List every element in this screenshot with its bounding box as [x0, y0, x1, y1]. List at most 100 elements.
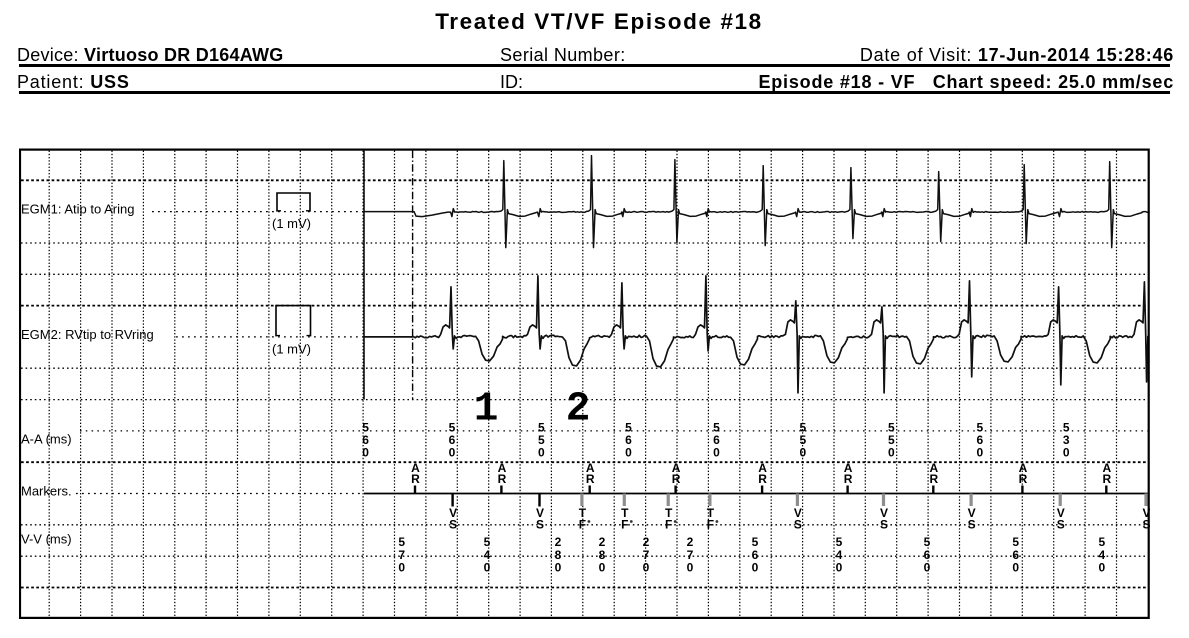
svg-text:6: 6	[449, 433, 456, 447]
svg-text:0: 0	[752, 560, 759, 574]
svg-text:5: 5	[1012, 535, 1019, 549]
svg-text:0: 0	[1012, 560, 1019, 574]
svg-text:S: S	[968, 518, 976, 532]
svg-text:S: S	[880, 518, 888, 532]
svg-text:0: 0	[362, 446, 369, 460]
svg-text:A: A	[844, 461, 853, 475]
svg-text:0: 0	[836, 560, 843, 574]
svg-text:5: 5	[752, 535, 759, 549]
svg-text:4: 4	[1098, 548, 1105, 562]
svg-text:0: 0	[449, 446, 456, 460]
svg-text:R: R	[758, 472, 767, 486]
svg-text:5: 5	[538, 421, 545, 435]
svg-text:2: 2	[599, 535, 606, 549]
svg-text:0: 0	[800, 446, 807, 460]
svg-text:A: A	[672, 461, 681, 475]
svg-text:0: 0	[625, 446, 632, 460]
svg-text:5: 5	[713, 421, 720, 435]
svg-text:A: A	[929, 461, 938, 475]
svg-text:0: 0	[484, 560, 491, 574]
svg-text:3: 3	[1063, 433, 1070, 447]
svg-text:F: F	[707, 518, 714, 532]
svg-text:0: 0	[599, 560, 606, 574]
svg-text:Markers.: Markers.	[21, 483, 72, 498]
svg-text:A: A	[586, 461, 595, 475]
svg-text:R: R	[929, 472, 938, 486]
svg-text:6: 6	[625, 433, 632, 447]
svg-text:6: 6	[752, 548, 759, 562]
svg-text:5: 5	[800, 433, 807, 447]
svg-text:0: 0	[713, 446, 720, 460]
svg-text:(1 mV): (1 mV)	[272, 342, 311, 357]
svg-text:0: 0	[888, 446, 895, 460]
svg-text:0: 0	[555, 560, 562, 574]
svg-text:4: 4	[836, 548, 843, 562]
svg-text:2: 2	[566, 387, 591, 433]
svg-text:5: 5	[1098, 535, 1105, 549]
svg-text:5: 5	[625, 421, 632, 435]
svg-text:S: S	[1057, 518, 1065, 532]
svg-text:2: 2	[643, 535, 650, 549]
svg-text:0: 0	[687, 560, 694, 574]
svg-text:R: R	[411, 472, 420, 486]
svg-text:EGM2: RVtip to RVring: EGM2: RVtip to RVring	[21, 327, 154, 342]
svg-text:6: 6	[924, 548, 931, 562]
svg-text:A: A	[1019, 461, 1028, 475]
svg-text:5: 5	[449, 421, 456, 435]
svg-text:R: R	[1102, 472, 1111, 486]
svg-text:EGM1: Atip to Aring: EGM1: Atip to Aring	[21, 202, 134, 217]
svg-text:F: F	[665, 518, 672, 532]
svg-text:T: T	[707, 506, 715, 520]
svg-text:8: 8	[555, 548, 562, 562]
svg-text:A: A	[1102, 461, 1111, 475]
svg-text:5: 5	[800, 421, 807, 435]
svg-text:6: 6	[1012, 548, 1019, 562]
svg-text:7: 7	[643, 548, 650, 562]
svg-text:6: 6	[362, 433, 369, 447]
svg-text:V: V	[1057, 506, 1065, 520]
svg-text:5: 5	[888, 421, 895, 435]
svg-text:R: R	[844, 472, 853, 486]
svg-text:S: S	[536, 518, 544, 532]
svg-text:R: R	[498, 472, 507, 486]
svg-text:5: 5	[484, 535, 491, 549]
svg-text:1: 1	[474, 387, 499, 433]
svg-text:5: 5	[398, 535, 405, 549]
svg-text:V: V	[1142, 506, 1150, 520]
svg-text:2: 2	[687, 535, 694, 549]
svg-text:5: 5	[538, 433, 545, 447]
svg-text:V: V	[968, 506, 976, 520]
svg-text:5: 5	[836, 535, 843, 549]
svg-text:0: 0	[643, 560, 650, 574]
svg-text:T: T	[665, 506, 673, 520]
svg-text:0: 0	[1063, 446, 1070, 460]
svg-text:S: S	[794, 518, 802, 532]
svg-text:F: F	[621, 518, 628, 532]
svg-text:A: A	[758, 461, 767, 475]
svg-text:F: F	[579, 518, 586, 532]
svg-text:5: 5	[976, 421, 983, 435]
svg-text:T: T	[579, 506, 587, 520]
svg-text:7: 7	[687, 548, 694, 562]
svg-text:T: T	[621, 506, 629, 520]
svg-text:5: 5	[362, 421, 369, 435]
svg-text:V: V	[880, 506, 888, 520]
svg-text:V: V	[794, 506, 802, 520]
svg-text:5: 5	[924, 535, 931, 549]
svg-text:A: A	[498, 461, 507, 475]
svg-text:R: R	[586, 472, 595, 486]
svg-text:6: 6	[976, 433, 983, 447]
svg-text:0: 0	[976, 446, 983, 460]
svg-text:8: 8	[599, 548, 606, 562]
svg-text:R: R	[672, 472, 681, 486]
svg-text:5: 5	[1063, 421, 1070, 435]
svg-text:S: S	[1142, 518, 1150, 532]
svg-text:7: 7	[398, 548, 405, 562]
svg-text:6: 6	[713, 433, 720, 447]
svg-text:4: 4	[484, 548, 491, 562]
svg-text:0: 0	[1098, 560, 1105, 574]
svg-text:R: R	[1019, 472, 1028, 486]
svg-text:2: 2	[555, 535, 562, 549]
svg-text:A: A	[411, 461, 420, 475]
svg-text:5: 5	[888, 433, 895, 447]
